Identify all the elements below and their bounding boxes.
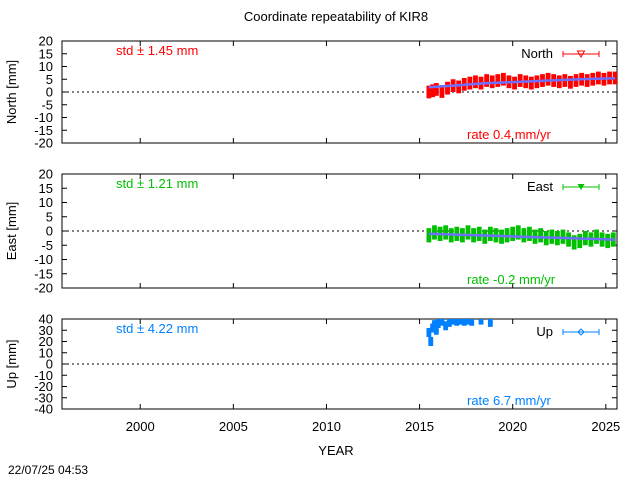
data-point xyxy=(439,319,445,324)
x-axis-label: YEAR xyxy=(318,443,353,458)
y-tick-label: 20 xyxy=(39,167,53,182)
x-tick-label: 2010 xyxy=(312,419,341,434)
data-point xyxy=(433,327,439,333)
y-tick-label: 15 xyxy=(39,46,53,61)
data-point xyxy=(454,319,460,324)
legend-label: North xyxy=(521,46,553,61)
legend: North xyxy=(521,46,600,61)
legend-marker-triangle-open xyxy=(576,50,586,58)
x-tick-label: 2000 xyxy=(126,419,155,434)
y-tick-label: -20 xyxy=(34,136,53,151)
std-annotation: std ± 1.21 mm xyxy=(116,176,198,191)
data-point xyxy=(527,231,532,237)
y-tick-label: -20 xyxy=(34,281,53,296)
legend-marker-diamond xyxy=(577,328,585,336)
y-tick-label: -20 xyxy=(34,379,53,394)
x-tick-label: 2005 xyxy=(219,419,248,434)
data-point xyxy=(458,319,463,323)
data-point xyxy=(446,319,452,325)
y-axis-label: East [mm] xyxy=(4,202,19,261)
y-tick-label: 40 xyxy=(39,312,53,327)
std-annotation: std ± 1.45 mm xyxy=(116,43,198,58)
data-point xyxy=(443,323,449,329)
data-point xyxy=(577,238,583,244)
y-tick-label: 20 xyxy=(39,334,53,349)
data-point xyxy=(484,78,490,83)
y-tick-label: 0 xyxy=(46,224,53,239)
y-tick-label: 5 xyxy=(46,209,53,224)
rate-annotation: rate 0.4 mm/yr xyxy=(467,127,551,142)
y-tick-label: 10 xyxy=(39,195,53,210)
y-axis-label: Up [mm] xyxy=(4,339,19,388)
x-axis: 2000 2005 2010 2015 2020 2025 xyxy=(126,419,621,434)
data-point xyxy=(465,230,471,235)
y-tick-label: -40 xyxy=(34,402,53,417)
std-annotation: std ± 4.22 mm xyxy=(116,321,198,336)
data-point xyxy=(469,319,475,324)
data-point xyxy=(439,89,445,94)
y-tick-label: -10 xyxy=(34,110,53,125)
data-point xyxy=(500,76,506,82)
data-point xyxy=(426,330,432,335)
legend-label: East xyxy=(527,179,553,194)
y-tick-label: -10 xyxy=(34,252,53,267)
rate-annotation: rate -0.2 mm/yr xyxy=(467,272,556,287)
legend: Up xyxy=(536,324,600,339)
y-tick-label: -15 xyxy=(34,123,53,138)
data-point xyxy=(487,319,493,325)
data-point xyxy=(428,339,434,344)
y-tick-label: 10 xyxy=(39,345,53,360)
y-tick-label: 20 xyxy=(39,34,53,49)
chart-title: Coordinate repeatability of KIR8 xyxy=(244,9,428,24)
x-tick-label: 2025 xyxy=(591,419,620,434)
y-tick-label: 0 xyxy=(46,357,53,372)
y-tick-label: 30 xyxy=(39,323,53,338)
legend-marker-triangle xyxy=(577,184,585,190)
data-east xyxy=(426,225,616,250)
data-point xyxy=(435,321,441,326)
data-up xyxy=(426,319,493,346)
y-axis-label: North [mm] xyxy=(4,60,19,124)
trend-line xyxy=(428,232,616,241)
y-tick-label: 15 xyxy=(39,181,53,196)
data-point xyxy=(426,89,432,95)
data-point xyxy=(571,240,577,245)
y-tick-label: -5 xyxy=(41,238,53,253)
timestamp: 22/07/25 04:53 xyxy=(8,463,88,477)
y-tick-label: 0 xyxy=(46,85,53,100)
data-point xyxy=(450,319,456,323)
data-point xyxy=(465,319,471,323)
y-tick-label: 10 xyxy=(39,59,53,74)
y-tick-label: 5 xyxy=(46,72,53,87)
data-point xyxy=(478,319,484,323)
data-point xyxy=(433,87,439,92)
y-tick-label: -15 xyxy=(34,266,53,281)
data-point xyxy=(515,230,521,235)
trend-line xyxy=(428,76,616,89)
data-point xyxy=(510,231,516,237)
data-north xyxy=(426,71,617,99)
x-tick-label: 2020 xyxy=(498,419,527,434)
y-tick-label: -10 xyxy=(34,368,53,383)
rate-annotation: rate 6.7 mm/yr xyxy=(467,393,551,408)
y-tick-label: -30 xyxy=(34,390,53,405)
data-point xyxy=(461,319,467,324)
y-tick-label: -5 xyxy=(41,97,53,112)
data-point xyxy=(430,88,436,94)
x-tick-label: 2015 xyxy=(405,419,434,434)
data-point xyxy=(568,79,573,85)
legend-label: Up xyxy=(536,324,553,339)
legend: East xyxy=(527,179,600,194)
